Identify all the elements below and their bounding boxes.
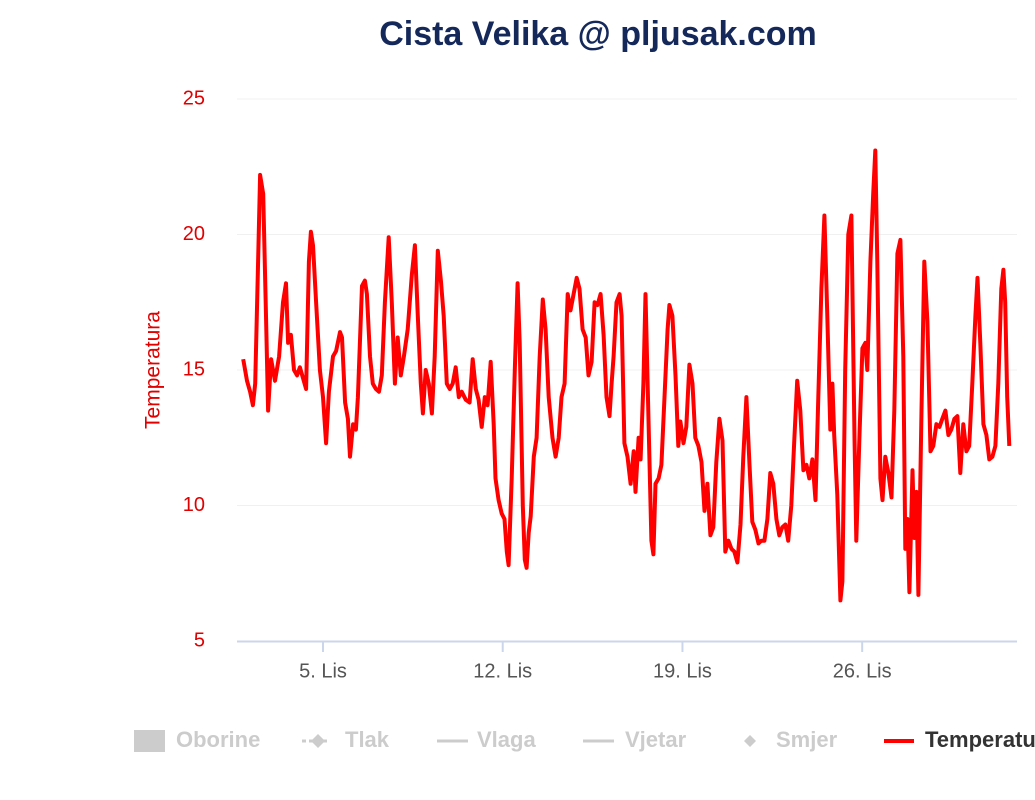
x-tick-label: 19. Lis bbox=[653, 660, 712, 682]
y-tick-label: 15 bbox=[183, 358, 205, 380]
y-tick-label: 10 bbox=[183, 494, 205, 516]
legend-label[interactable]: Tlak bbox=[345, 727, 390, 752]
chart-title: Cista Velika @ pljusak.com bbox=[379, 15, 817, 53]
y-tick-label: 25 bbox=[183, 87, 205, 109]
line bbox=[241, 148, 1012, 603]
legend-label[interactable]: Vjetar bbox=[625, 727, 687, 752]
legend-label[interactable]: Oborine bbox=[176, 727, 260, 752]
legend-symbol bbox=[744, 735, 756, 747]
legend-label[interactable]: Temperatura bbox=[925, 727, 1035, 752]
x-tick-label: 5. Lis bbox=[299, 660, 347, 682]
x-tick-label: 12. Lis bbox=[473, 660, 532, 682]
legend-symbol bbox=[311, 734, 325, 748]
legend-symbol bbox=[134, 730, 165, 752]
legend-label[interactable]: Vlaga bbox=[477, 727, 536, 752]
y-tick-label: 5 bbox=[194, 629, 205, 651]
y-axis-title: Temperatura bbox=[142, 311, 165, 429]
x-tick-label: 26. Lis bbox=[833, 660, 892, 682]
legend-label[interactable]: Smjer bbox=[776, 727, 838, 752]
y-tick-label: 20 bbox=[183, 223, 205, 245]
